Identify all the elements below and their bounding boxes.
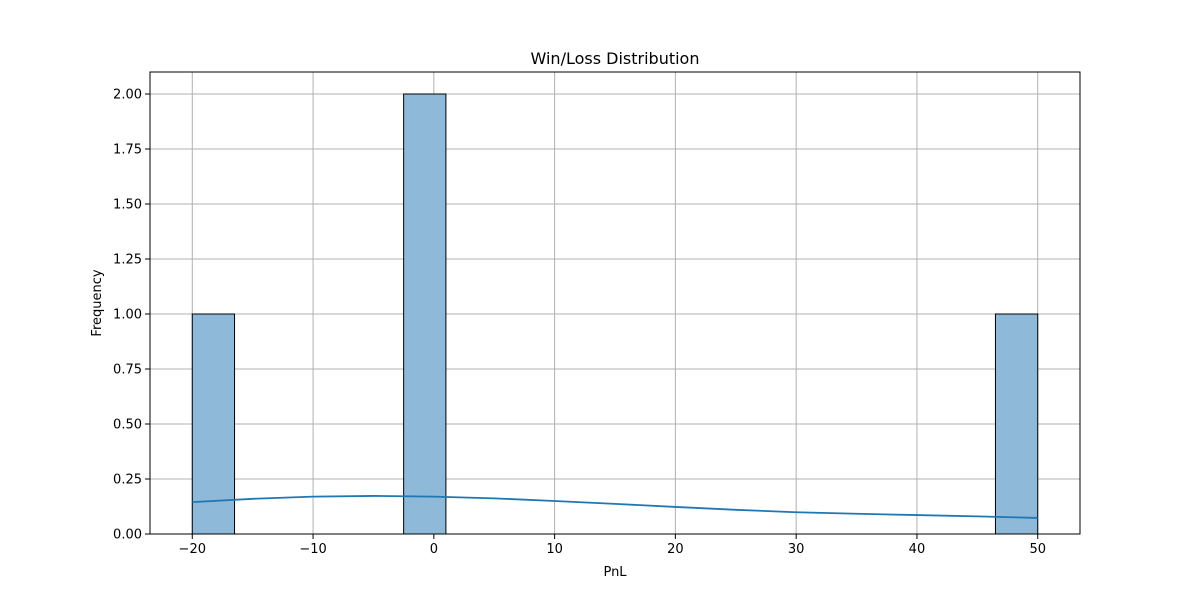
kde-curve-group — [192, 495, 1038, 519]
x-tick-label: 20 — [667, 542, 684, 557]
y-axis-label: Frequency — [90, 269, 105, 336]
x-tick-label: 0 — [430, 542, 438, 557]
histogram-bar — [994, 313, 1039, 535]
histogram-bars — [191, 93, 1039, 535]
y-tick-label: 2.00 — [113, 88, 142, 103]
x-axis-label: PnL — [603, 565, 627, 580]
x-tick-label: −20 — [179, 542, 206, 557]
x-tick-label: 10 — [546, 542, 563, 557]
y-tick-label: 1.00 — [113, 308, 142, 323]
y-tick-label: 0.00 — [113, 528, 142, 543]
y-tick-label: 1.50 — [113, 198, 142, 213]
histogram-bar — [191, 313, 236, 535]
x-tick-label: 40 — [909, 542, 926, 557]
y-axis-ticks: 0.00 0.25 0.50 0.75 1.00 1.25 1.50 1.75 2.00 — [113, 88, 150, 543]
y-tick-label: 0.50 — [113, 418, 142, 433]
plot-frame — [149, 71, 1081, 535]
kde-curve — [192, 495, 1038, 519]
x-tick-label: 30 — [788, 542, 805, 557]
x-tick-label: −10 — [299, 542, 326, 557]
y-tick-label: 0.75 — [113, 363, 142, 378]
x-tick-label: 50 — [1029, 542, 1046, 557]
histogram-bar — [403, 93, 447, 535]
y-tick-label: 1.25 — [113, 253, 142, 268]
y-tick-label: 1.75 — [113, 143, 142, 158]
chart-title: Win/Loss Distribution — [531, 49, 700, 68]
x-axis-ticks: −20 −10 0 10 20 30 40 50 — [179, 534, 1046, 557]
y-tick-label: 0.25 — [113, 473, 142, 488]
